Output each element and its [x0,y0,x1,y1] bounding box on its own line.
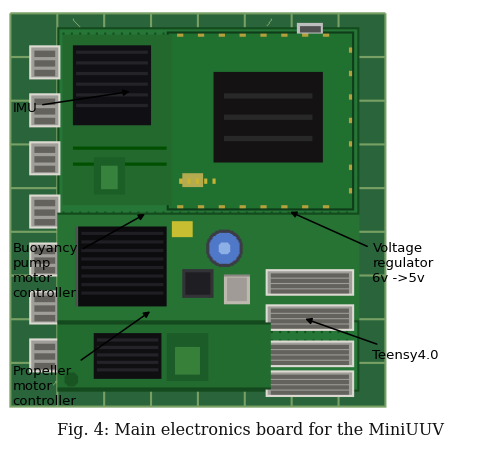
Text: Voltage
regulator
6v ->5v: Voltage regulator 6v ->5v [292,213,434,284]
Text: Teensy4.0: Teensy4.0 [306,319,439,361]
Text: Propeller
motor
controller: Propeller motor controller [12,313,149,408]
Text: Fig. 4: Main electronics board for the MiniUUV: Fig. 4: Main electronics board for the M… [56,421,444,438]
Text: Buoyancy
pump
motor
controller: Buoyancy pump motor controller [12,215,143,299]
Text: IMU: IMU [12,91,128,115]
